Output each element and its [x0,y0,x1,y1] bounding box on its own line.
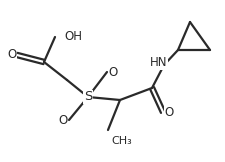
Text: O: O [164,105,174,118]
Text: O: O [7,48,17,62]
Text: HN: HN [150,57,168,69]
Text: S: S [84,91,92,104]
Text: CH₃: CH₃ [111,136,132,146]
Text: O: O [108,65,118,79]
Text: O: O [58,114,68,127]
Text: OH: OH [64,29,82,42]
